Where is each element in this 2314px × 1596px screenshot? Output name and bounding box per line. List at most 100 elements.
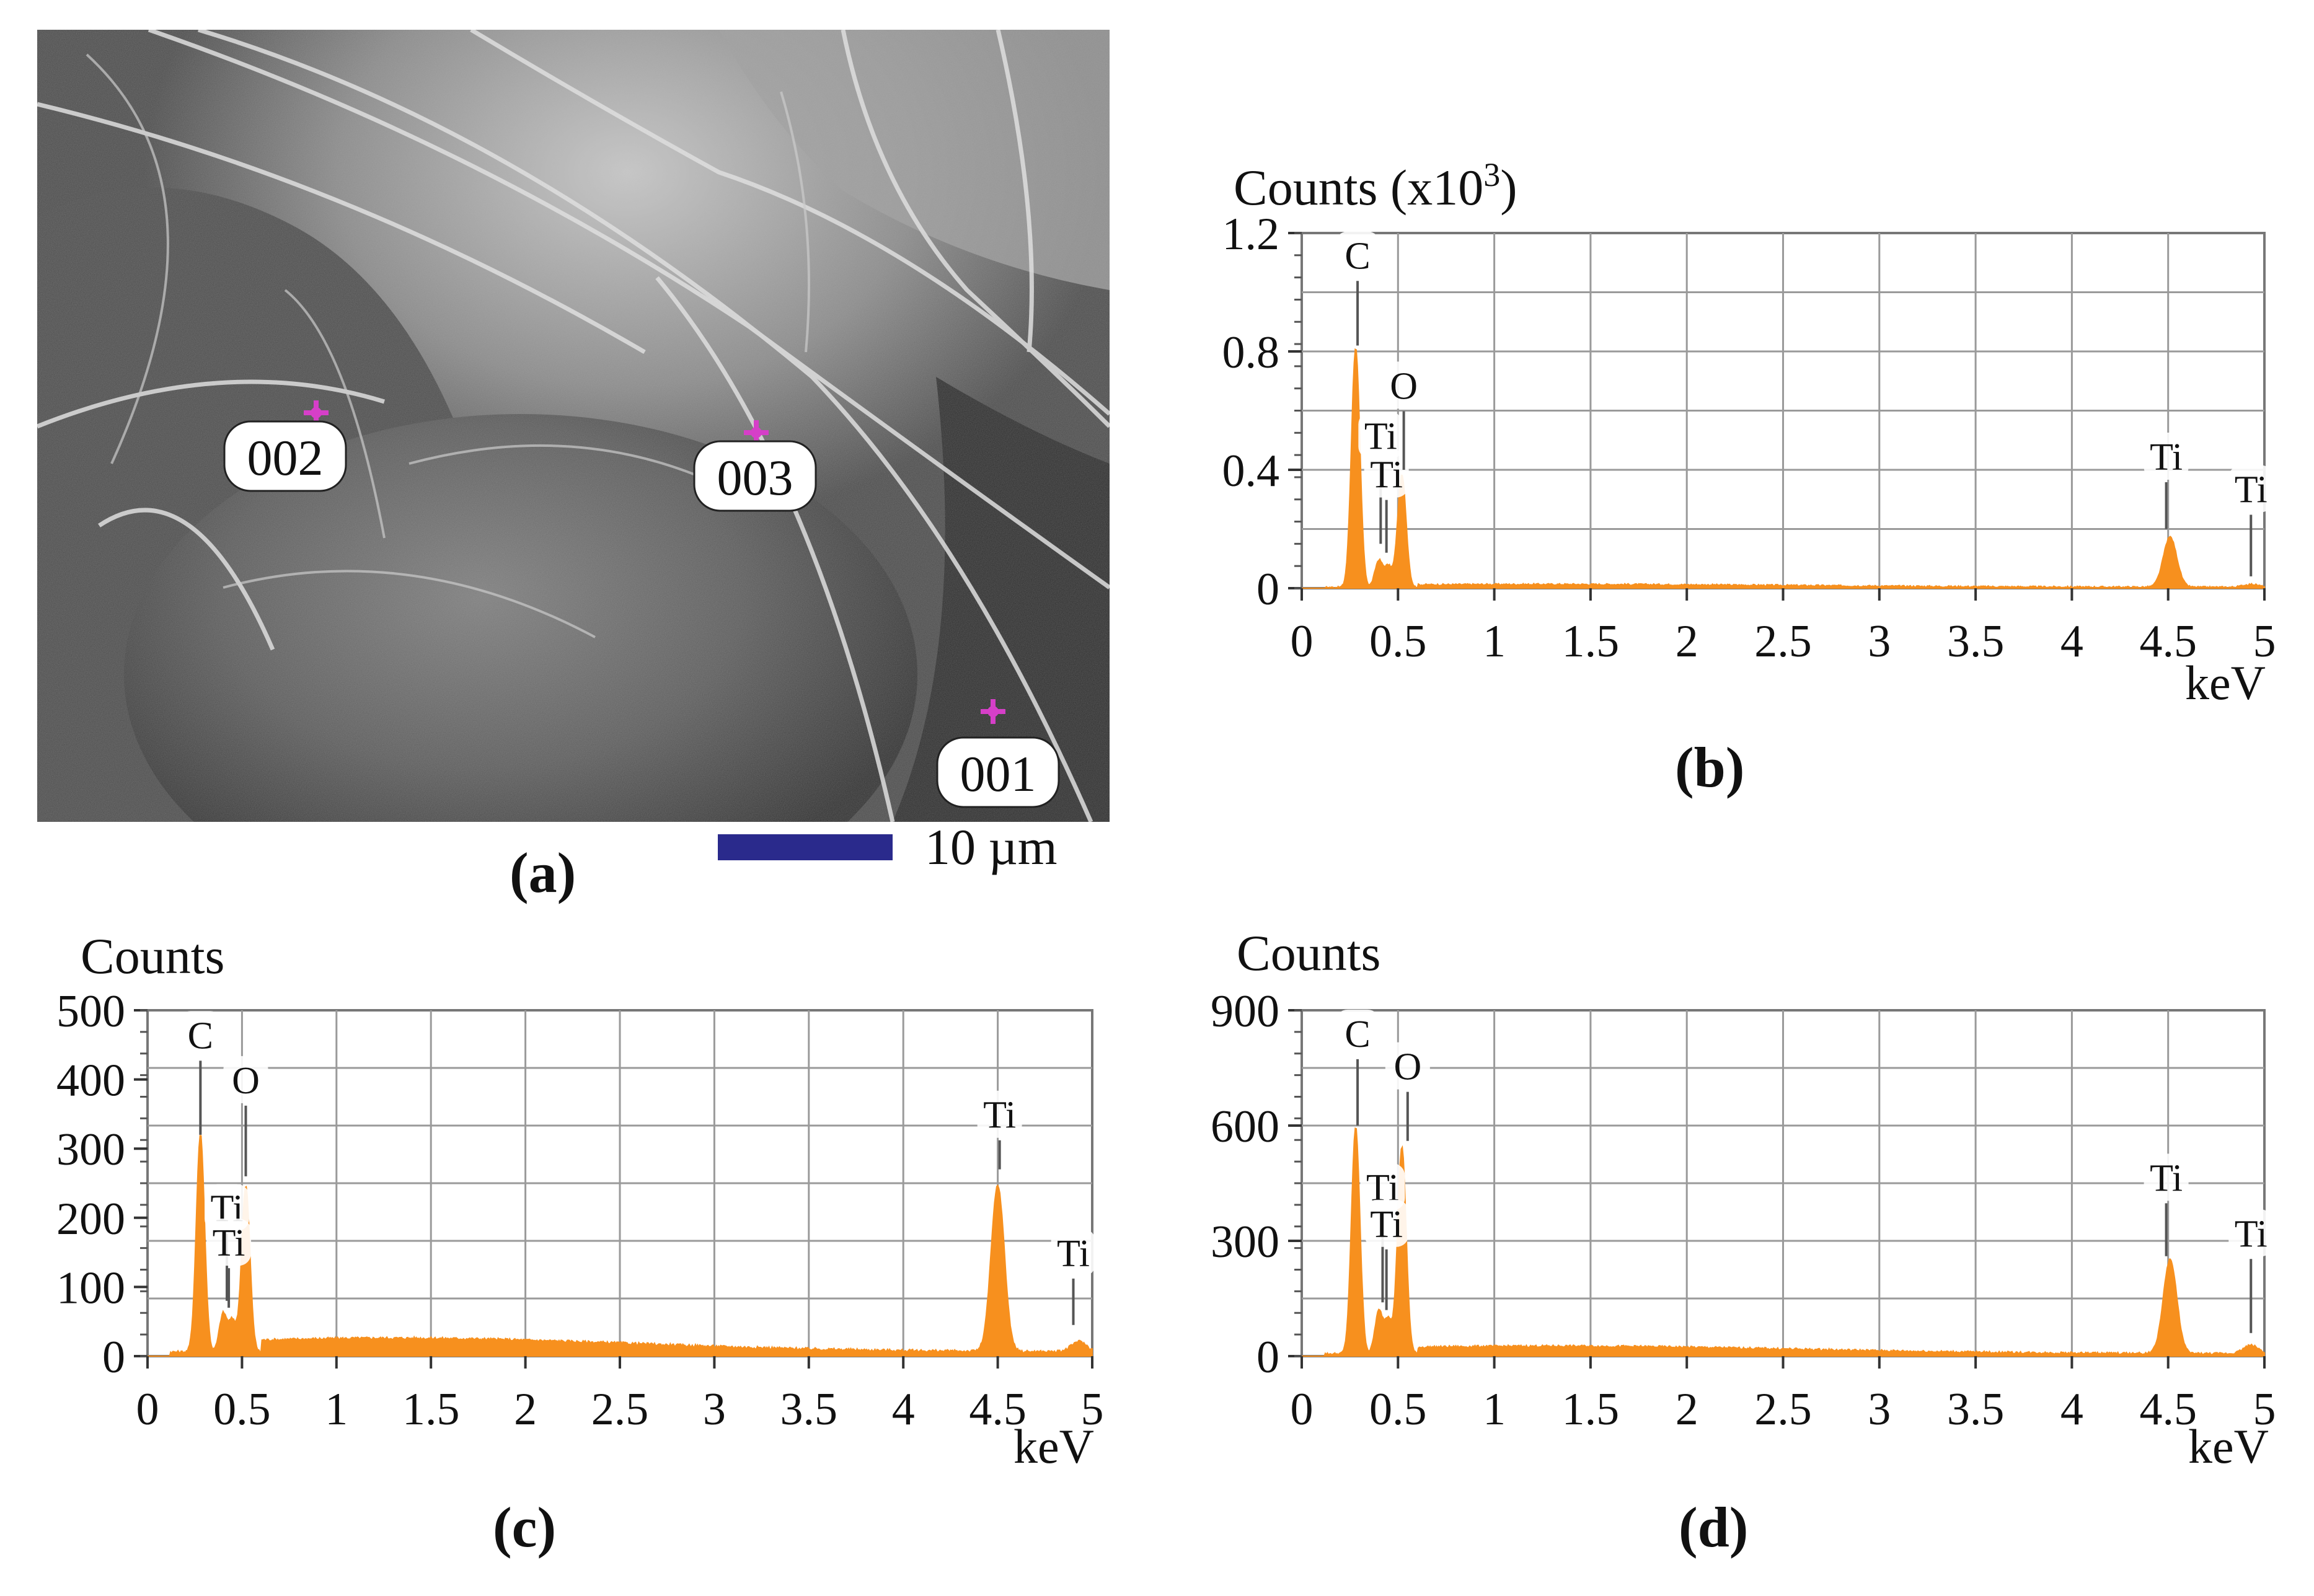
peak-label-bg bbox=[178, 1011, 223, 1059]
marker-label: 001 bbox=[960, 746, 1036, 802]
caption-c: (c) bbox=[493, 1496, 557, 1559]
spectrum-area bbox=[1302, 348, 2265, 589]
peak-label: Ti bbox=[983, 1095, 1016, 1137]
x-tick-label: 1.5 bbox=[1562, 616, 1620, 667]
peak-label: C bbox=[188, 1015, 213, 1057]
marker-label: 002 bbox=[247, 430, 324, 486]
scale-bar-label: 10 µm bbox=[925, 819, 1058, 875]
spectrum-chart-d: 0 300 600 900 0 0.5 1 1.5 2 2.5 3 3.5 4 4.5 5 Counts keV… bbox=[1211, 925, 2276, 1473]
x-tick-label: 2.5 bbox=[1754, 616, 1812, 667]
y-tick-label: 500 bbox=[56, 986, 125, 1037]
sem-micrograph-svg: 002 003 001 bbox=[37, 30, 1110, 822]
peak-label: Ti bbox=[1370, 454, 1403, 496]
y-axis-title: Counts (x103) bbox=[1234, 156, 1517, 216]
y-tick-label: 0 bbox=[1256, 1332, 1279, 1383]
x-tick-label: 4.5 bbox=[2139, 616, 2197, 667]
x-tick-label: 2 bbox=[1676, 1384, 1698, 1435]
caption-a: (a) bbox=[510, 841, 576, 904]
x-tick-label: 4.5 bbox=[969, 1384, 1027, 1435]
x-tick-label: 3 bbox=[703, 1384, 726, 1435]
x-tick-label: 3.5 bbox=[1947, 1384, 2005, 1435]
caption-b: (b) bbox=[1675, 736, 1745, 799]
y-axis-title-close: ) bbox=[1500, 159, 1517, 216]
x-tick-label: 4 bbox=[2060, 616, 2083, 667]
scale-bar bbox=[718, 834, 893, 860]
x-tick-label: 4 bbox=[892, 1384, 915, 1435]
y-tick-label: 0 bbox=[1256, 564, 1279, 615]
x-tick-label: 3 bbox=[1868, 616, 1891, 667]
crosshair-center bbox=[751, 427, 762, 438]
peak-label: Ti bbox=[1057, 1233, 1090, 1275]
peak-label: O bbox=[1393, 1046, 1421, 1088]
peak-label-bg bbox=[2228, 1209, 2274, 1257]
y-tick-label: 300 bbox=[56, 1124, 125, 1175]
x-tick-label: 2 bbox=[514, 1384, 537, 1435]
peak-label-bg bbox=[1360, 1163, 1405, 1210]
sem-marker-001: 001 bbox=[936, 699, 1060, 808]
peak-label-bg bbox=[1385, 1042, 1430, 1090]
peak-label-bg bbox=[977, 1090, 1022, 1138]
peak-label-bg bbox=[1364, 1199, 1409, 1247]
x-axis-unit: keV bbox=[2185, 656, 2266, 710]
peak-label-bg bbox=[2144, 433, 2189, 480]
x-tick-label: 1.5 bbox=[402, 1384, 460, 1435]
y-tick-label: 0.8 bbox=[1222, 327, 1280, 378]
peak-label: Ti bbox=[2235, 469, 2268, 511]
y-axis-title-superscript: 3 bbox=[1483, 156, 1500, 193]
peak-label-bg bbox=[223, 1056, 268, 1103]
spectrum-area bbox=[1302, 1127, 2265, 1357]
x-tick-label: 0 bbox=[1291, 1384, 1314, 1435]
x-tick-label: 3.5 bbox=[1947, 616, 2005, 667]
peak-label: C bbox=[1345, 1013, 1370, 1056]
marker-label: 003 bbox=[717, 449, 793, 506]
x-axis-unit: keV bbox=[2188, 1419, 2269, 1473]
peak-label: Ti bbox=[1370, 1204, 1403, 1246]
x-tick-label: 2 bbox=[1676, 616, 1698, 667]
x-tick-label: 5 bbox=[2253, 1384, 2276, 1435]
x-tick-label: 2.5 bbox=[591, 1384, 649, 1435]
x-tick-label: 0 bbox=[136, 1384, 159, 1435]
caption-d: (d) bbox=[1679, 1496, 1749, 1559]
crosshair-center bbox=[311, 407, 322, 418]
peak-label-bg bbox=[1358, 412, 1403, 459]
peak-label-bg bbox=[1335, 1009, 1380, 1057]
peak-label-bg bbox=[2144, 1153, 2189, 1201]
marker-label-box bbox=[693, 440, 817, 512]
y-tick-label: 200 bbox=[56, 1194, 125, 1245]
y-axis-title: Counts bbox=[1237, 925, 1380, 981]
spectrum-chart-c: 0 100 200 300 400 500 0 0.5 1 1.5 2 2.5 3 3.5 4 4.5 5 Cou… bbox=[56, 928, 1104, 1473]
x-tick-label: 0.5 bbox=[1369, 1384, 1427, 1435]
peak-label-bg bbox=[206, 1219, 252, 1266]
x-tick-label: 1.5 bbox=[1562, 1384, 1620, 1435]
x-tick-label: 5 bbox=[1081, 1384, 1104, 1435]
y-tick-label: 400 bbox=[56, 1056, 125, 1106]
x-tick-label: 3 bbox=[1868, 1384, 1891, 1435]
y-tick-label: 0.4 bbox=[1222, 446, 1280, 496]
y-tick-label: 100 bbox=[56, 1263, 125, 1313]
x-tick-label: 1 bbox=[325, 1384, 348, 1435]
spectrum-chart-b: 0 0.4 0.8 1.2 0 0.5 1 1.5 2 2.5 3 3.5 4 4.5 5 Counts (x… bbox=[1222, 156, 2276, 710]
peak-label: C bbox=[1345, 235, 1370, 277]
y-tick-label: 0 bbox=[102, 1332, 125, 1383]
peak-label: Ti bbox=[2235, 1213, 2268, 1255]
y-tick-label: 600 bbox=[1211, 1101, 1279, 1152]
peak-label-bg bbox=[1335, 231, 1380, 279]
peak-label-bg bbox=[1051, 1228, 1096, 1276]
peak-label-bg bbox=[2228, 465, 2274, 513]
x-tick-label: 0.5 bbox=[213, 1384, 271, 1435]
x-tick-label: 4.5 bbox=[2139, 1384, 2197, 1435]
x-tick-label: 1 bbox=[1483, 616, 1506, 667]
peak-label: Ti bbox=[2150, 436, 2183, 478]
x-tick-label: 1 bbox=[1483, 1384, 1506, 1435]
x-tick-label: 0.5 bbox=[1369, 616, 1427, 667]
peak-label: Ti bbox=[2150, 1157, 2183, 1199]
x-tick-label: 0 bbox=[1291, 616, 1314, 667]
peak-label-bg bbox=[1364, 450, 1409, 498]
y-tick-label: 300 bbox=[1211, 1217, 1279, 1268]
sem-grain bbox=[37, 30, 1110, 822]
crosshair-center bbox=[987, 706, 999, 717]
crosshair-icon bbox=[981, 699, 1005, 724]
y-tick-label: 1.2 bbox=[1222, 209, 1280, 260]
x-tick-label: 2.5 bbox=[1754, 1384, 1812, 1435]
